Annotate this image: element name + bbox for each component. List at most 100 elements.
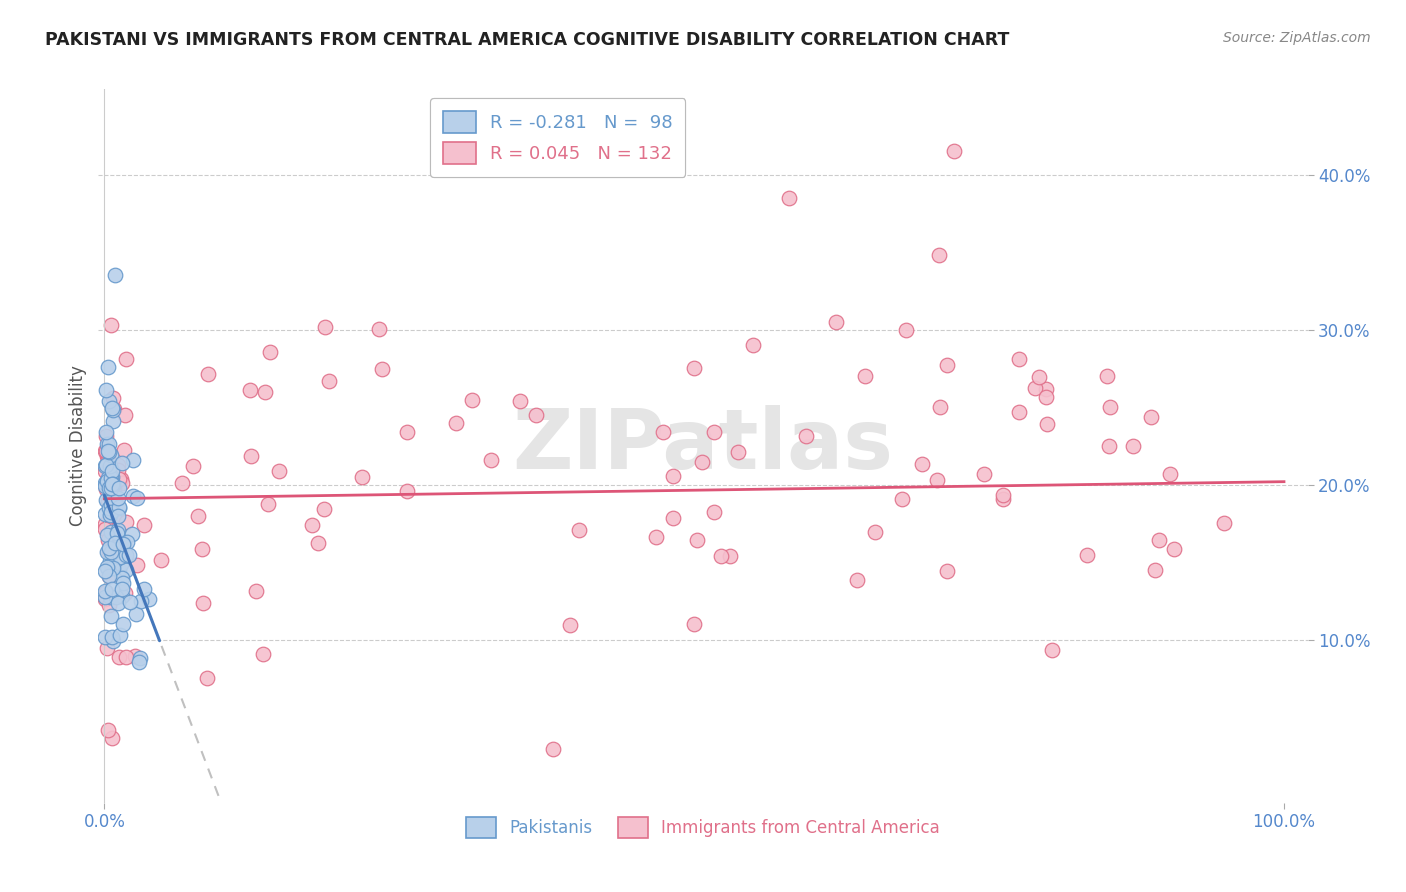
Point (94, 583, 117, 598)
Point (103, 508, 125, 523)
Point (112, 617, 135, 632)
Point (101, 464, 124, 478)
Point (94, 564, 117, 578)
Point (100, 486, 122, 500)
Point (111, 590, 134, 604)
Point (114, 408, 136, 422)
Point (925, 473, 948, 487)
Point (110, 540, 132, 554)
Point (108, 481, 131, 495)
Point (125, 558, 148, 573)
Point (101, 476, 124, 491)
Point (863, 524, 886, 539)
Point (318, 374, 340, 388)
Point (101, 476, 124, 491)
Point (103, 553, 125, 567)
Point (98, 487, 121, 501)
Point (98, 508, 121, 522)
Point (132, 582, 155, 596)
Point (100, 545, 122, 559)
Point (314, 319, 336, 334)
Point (97, 484, 120, 499)
Point (1163, 541, 1185, 556)
Point (100, 524, 122, 539)
Point (110, 557, 132, 571)
Point (703, 425, 725, 439)
Point (94, 444, 117, 458)
Point (128, 651, 150, 665)
Point (110, 570, 132, 584)
Point (105, 525, 128, 540)
Point (101, 479, 124, 493)
Point (1098, 439, 1121, 453)
Point (96, 383, 118, 397)
Point (104, 535, 127, 549)
Point (96, 559, 118, 574)
Point (114, 515, 136, 529)
Point (114, 563, 136, 577)
Text: ZIPatlas: ZIPatlas (513, 406, 893, 486)
Point (191, 542, 214, 557)
Point (101, 561, 124, 575)
Point (96, 475, 118, 489)
Point (96, 444, 118, 458)
Point (444, 416, 467, 430)
Point (1122, 439, 1144, 453)
Point (105, 541, 128, 555)
Point (97, 481, 120, 495)
Point (115, 535, 138, 549)
Point (107, 595, 129, 609)
Point (97, 562, 120, 576)
Point (104, 492, 127, 507)
Point (100, 481, 122, 495)
Point (121, 452, 143, 467)
Point (98, 599, 121, 613)
Point (778, 191, 800, 205)
Point (461, 392, 484, 407)
Point (259, 344, 281, 359)
Point (94, 516, 117, 531)
Point (101, 414, 124, 428)
Point (245, 584, 267, 599)
Point (97, 444, 120, 458)
Point (112, 536, 135, 550)
Point (94, 459, 117, 474)
Point (100, 582, 122, 597)
Point (107, 491, 129, 505)
Point (644, 530, 666, 544)
Point (991, 488, 1014, 502)
Point (94, 507, 117, 521)
Point (98, 569, 121, 583)
Y-axis label: Cognitive Disability: Cognitive Disability (69, 366, 87, 526)
Point (94, 475, 117, 490)
Point (100, 481, 122, 495)
Point (1035, 390, 1057, 404)
Point (1008, 352, 1031, 367)
Point (1099, 401, 1122, 415)
Point (100, 471, 122, 485)
Point (942, 145, 965, 159)
Point (107, 523, 129, 537)
Point (239, 449, 262, 463)
Point (101, 541, 124, 555)
Point (509, 393, 531, 408)
Point (256, 498, 278, 512)
Point (132, 518, 155, 533)
Point (115, 649, 138, 664)
Point (101, 476, 124, 491)
Point (103, 481, 125, 495)
Point (97, 569, 120, 583)
Point (395, 484, 418, 499)
Point (524, 408, 547, 422)
Point (107, 472, 129, 486)
Point (94, 464, 117, 478)
Point (128, 655, 150, 669)
Point (100, 498, 122, 512)
Point (97, 541, 120, 556)
Point (1024, 381, 1046, 395)
Point (96, 641, 118, 656)
Point (267, 464, 290, 478)
Point (108, 650, 131, 665)
Point (112, 576, 135, 591)
Point (307, 536, 329, 550)
